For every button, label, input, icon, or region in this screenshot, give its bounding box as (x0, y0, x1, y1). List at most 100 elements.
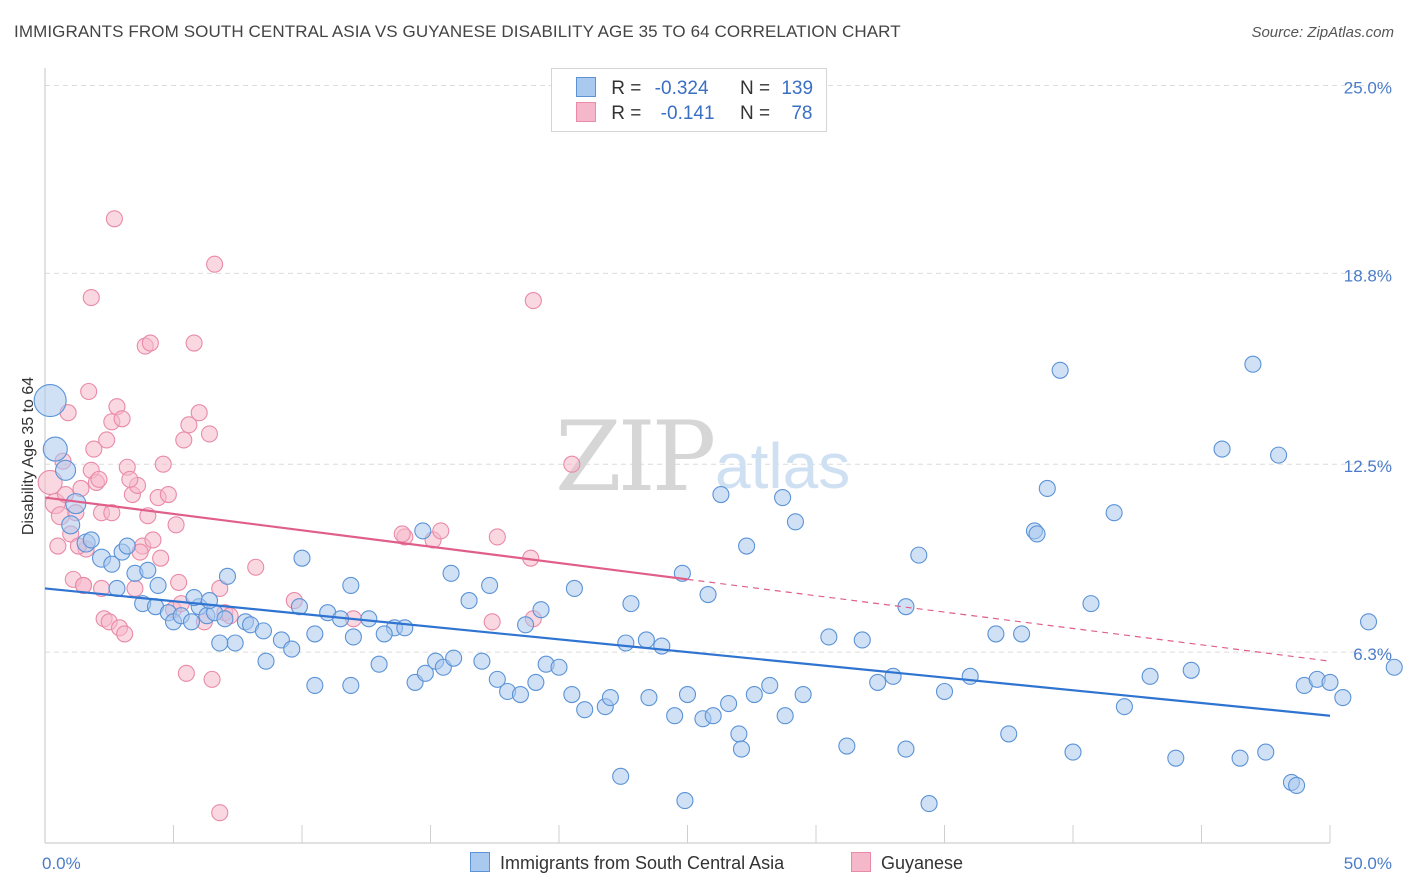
south-central-asia-point (342, 676, 360, 694)
south-central-asia-point (1321, 673, 1339, 691)
south-central-asia-point (622, 595, 640, 613)
south-central-asia-point (794, 685, 812, 704)
south-central-asia-point (897, 740, 915, 758)
south-central-asia-point (65, 493, 87, 515)
legend-r-value: -0.324 (654, 78, 709, 99)
legend-swatch-pink (576, 102, 596, 122)
south-central-asia-point (730, 725, 748, 743)
guyanese-point (113, 410, 131, 428)
south-central-asia-point (360, 610, 378, 628)
guyanese-point (167, 516, 185, 534)
guyanese-point (126, 579, 144, 598)
guyanese-point (85, 440, 103, 458)
south-central-asia-point (370, 655, 388, 673)
south-central-asia-point (211, 634, 229, 652)
legend-n-label: N = (739, 78, 771, 99)
south-central-asia-point (527, 673, 545, 691)
guyanese-point (159, 485, 177, 504)
x-tick-label-min: 0.0% (42, 854, 81, 873)
south-central-asia-point (732, 740, 751, 758)
south-central-asia-point (550, 658, 568, 676)
guyanese-point (247, 558, 265, 576)
south-central-asia-point (375, 625, 393, 643)
south-central-asia-point (481, 576, 499, 594)
south-central-asia-point (1141, 667, 1159, 685)
south-central-asia-points (33, 355, 1403, 813)
south-central-asia-point (396, 619, 414, 637)
guyanese-point (180, 416, 198, 434)
south-central-asia-point (460, 592, 478, 610)
south-central-asia-point (720, 695, 738, 713)
legend-n-value: 78 (791, 103, 813, 124)
y-tick-label: 12.5% (1344, 457, 1392, 476)
guyanese-points (37, 210, 581, 822)
south-central-asia-point (344, 628, 362, 646)
south-central-asia-point (869, 673, 887, 691)
south-central-asia-point (416, 664, 434, 682)
guyanese-point (170, 573, 188, 591)
south-central-asia-point (139, 561, 157, 579)
guyanese-point (393, 525, 411, 543)
south-central-asia-point (442, 564, 460, 582)
south-central-asia-point (617, 634, 635, 652)
south-central-asia-point (149, 576, 167, 594)
guyanese-point (90, 470, 108, 488)
x-tick-label-max: 50.0% (1344, 854, 1392, 873)
guyanese-point (211, 579, 229, 598)
bottom-legend-swatch-blue (470, 852, 490, 872)
south-central-asia-point (1105, 504, 1123, 522)
south-central-asia-point (1051, 361, 1069, 379)
legend-row-guyanese: R = -0.141 N = 78 (576, 102, 812, 126)
south-central-asia-point (676, 792, 694, 810)
south-central-asia-point (576, 701, 594, 719)
legend-row-south-central-asia: R = -0.324 N = 139 (576, 77, 813, 101)
south-central-asia-point (838, 737, 856, 755)
south-central-asia-point (306, 625, 324, 643)
south-central-asia-point (640, 689, 658, 707)
south-central-asia-point (218, 567, 237, 585)
south-central-asia-point (935, 682, 954, 701)
bottom-legend-guyanese: Guyanese (851, 852, 963, 874)
south-central-asia-point (1115, 698, 1133, 716)
south-central-asia-point (517, 616, 535, 634)
south-central-asia-point (61, 515, 81, 535)
guyanese-point (98, 431, 116, 449)
south-central-asia-point (601, 689, 619, 707)
bottom-legend-swatch-pink (851, 852, 871, 872)
guyanese-point (80, 382, 98, 401)
trend-lines (44, 496, 1331, 717)
south-central-asia-point (511, 685, 530, 704)
guyanese-point (154, 455, 172, 473)
south-central-asia-point (1244, 355, 1262, 373)
legend-n-label: N = (739, 103, 771, 124)
south-central-asia-point (1213, 440, 1231, 458)
south-central-asia-point (33, 384, 67, 418)
chart-title: IMMIGRANTS FROM SOUTH CENTRAL ASIA VS GU… (14, 22, 901, 41)
south-central-asia-point (118, 537, 136, 555)
guyanese-point (175, 431, 193, 449)
south-central-asia-point (1082, 595, 1100, 613)
south-central-asia-point (961, 667, 979, 685)
watermark-zip: ZIP (555, 401, 714, 513)
south-central-asia-point (612, 767, 630, 785)
south-central-asia-point (1064, 743, 1082, 761)
legend-r-value: -0.141 (660, 103, 715, 124)
south-central-asia-point (774, 489, 792, 507)
legend-r-label: R = (611, 78, 642, 99)
south-central-asia-point (678, 685, 697, 704)
south-central-asia-point (306, 676, 324, 694)
bottom-legend-south-central-asia: Immigrants from South Central Asia (470, 852, 784, 874)
south-central-asia-point (42, 436, 68, 462)
south-central-asia-point (786, 513, 804, 531)
guyanese-point (75, 576, 93, 594)
south-central-asia-point (884, 667, 902, 685)
trend-line-guyanese (44, 496, 688, 581)
south-central-asia-point (565, 579, 583, 598)
guyanese-point (144, 531, 162, 549)
south-central-asia-point (776, 707, 794, 725)
guyanese-point (488, 528, 506, 546)
guyanese-point (49, 537, 67, 555)
south-central-asia-point (853, 631, 871, 649)
guyanese-point (103, 504, 121, 522)
bottom-legend-label: Immigrants from South Central Asia (500, 853, 785, 873)
